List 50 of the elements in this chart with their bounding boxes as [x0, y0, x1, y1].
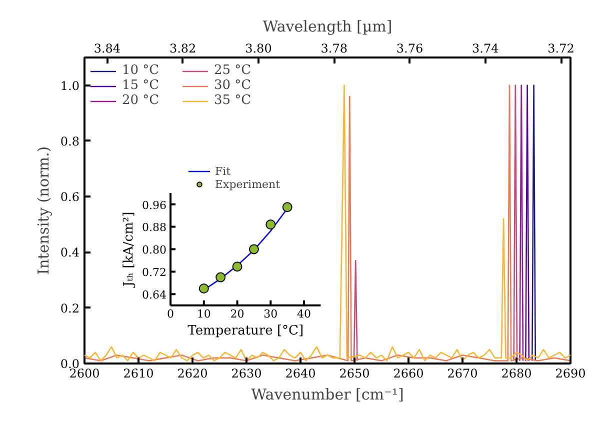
x2-tick-label: 3.74	[472, 42, 500, 56]
legend-label: 15 °C	[122, 78, 160, 93]
x2-axis-title: Wavelength [µm]	[262, 18, 392, 36]
y-tick-label: 0.8	[60, 134, 80, 148]
x-tick-label: 20	[230, 307, 244, 320]
legend-label: Fit	[215, 164, 232, 178]
y-axis-title: Jₜₕ [kA/cm²]	[122, 212, 137, 289]
legend-label: 20 °C	[122, 93, 160, 108]
x-tick-label: 2660	[393, 366, 424, 380]
y-tick-label: 0.88	[142, 221, 167, 234]
legend-label: 35 °C	[214, 93, 252, 108]
x2-tick-label: 3.78	[320, 42, 348, 56]
point	[282, 202, 292, 212]
x-tick-label: 0	[167, 307, 174, 320]
y-tick-label: 1.0	[60, 78, 80, 93]
x-tick-label: 2690	[555, 366, 586, 380]
x-tick-label: 30	[264, 307, 278, 320]
x2-tick-label: 3.80	[245, 42, 272, 56]
y-tick-label: 0.72	[142, 266, 167, 280]
x-tick-label: 10	[196, 307, 211, 320]
point	[232, 262, 242, 272]
y-tick-label: 0.64	[142, 288, 167, 302]
x-tick-label: 2680	[501, 366, 532, 380]
x-axis-title: Wavenumber [cm⁻¹]	[251, 386, 404, 404]
x-tick-label: 40	[297, 307, 312, 320]
x-tick-label: 2630	[231, 366, 262, 380]
x-tick-label: 2610	[123, 366, 154, 380]
y-axis-title: Intensity (norm.)	[34, 146, 52, 275]
y-tick-label: 0.80	[142, 244, 167, 257]
point	[248, 244, 259, 254]
x2-tick-label: 3.84	[94, 42, 121, 56]
y-tick-label: 0.2	[60, 301, 80, 316]
x-tick-label: 2640	[285, 366, 316, 380]
x2-tick-label: 3.82	[169, 42, 196, 56]
y-tick-label: 0.96	[142, 198, 167, 212]
point	[198, 284, 209, 294]
point	[266, 220, 276, 230]
y-tick-label: 0.6	[60, 190, 80, 204]
x2-tick-label: 3.76	[396, 42, 424, 56]
x2-tick-label: 3.72	[548, 42, 574, 56]
point	[216, 272, 226, 282]
legend-label: 30 °C	[214, 78, 252, 93]
x-tick-label: 2650	[339, 366, 370, 380]
x-axis-title: Temperature [°C]	[188, 323, 304, 338]
legend-label: 10 °C	[122, 63, 160, 78]
legend-label: Experiment	[215, 178, 280, 191]
x-tick-label: 2620	[177, 366, 208, 380]
legend-label: 25 °C	[214, 63, 252, 78]
y-tick-label: 0.4	[60, 246, 80, 260]
x-tick-label: 2670	[447, 366, 478, 380]
